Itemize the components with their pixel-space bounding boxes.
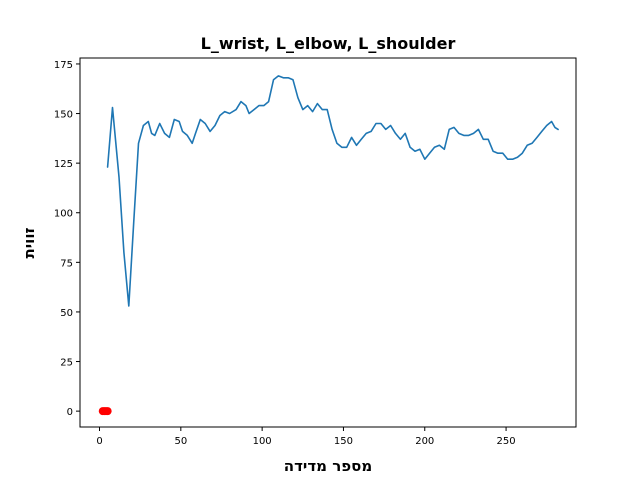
y-tick-label: 150 [54, 110, 73, 121]
x-tick-label: 200 [415, 436, 434, 447]
chart-title: L_wrist, L_elbow, L_shoulder [201, 34, 456, 53]
x-axis-label: מספר מדידה [284, 457, 372, 475]
y-tick-label: 100 [54, 209, 73, 220]
y-axis: 0 25 50 75 100 125 150 175 [54, 60, 80, 418]
series-layer [99, 76, 558, 415]
y-tick-label: 50 [60, 308, 73, 319]
x-tick-label: 50 [174, 436, 187, 447]
x-tick-label: 0 [96, 436, 102, 447]
x-tick-label: 150 [334, 436, 353, 447]
series-line [108, 76, 558, 306]
x-tick-label: 100 [253, 436, 272, 447]
y-tick-label: 0 [67, 407, 73, 418]
y-tick-label: 25 [60, 358, 73, 369]
y-tick-label: 175 [54, 60, 73, 71]
y-tick-label: 75 [60, 258, 73, 269]
x-axis: 0 50 100 150 200 250 [96, 427, 515, 447]
start-marker-point [104, 407, 112, 415]
x-tick-label: 250 [497, 436, 516, 447]
y-tick-label: 125 [54, 159, 73, 170]
y-axis-label: זווית [20, 228, 38, 259]
